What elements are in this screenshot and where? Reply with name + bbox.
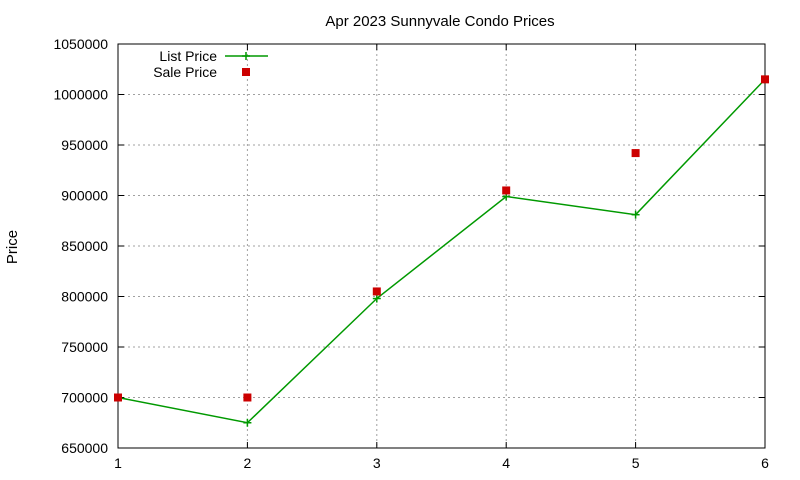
x-tick-label: 5 (632, 455, 640, 471)
list-price-point (372, 294, 381, 303)
y-axis-label: Price (4, 230, 21, 264)
x-tick-label: 1 (114, 455, 122, 471)
tick-marks (117, 43, 766, 449)
y-tick-label: 700000 (61, 390, 108, 406)
y-tick-label: 800000 (61, 289, 108, 305)
legend-marker-list-price (242, 52, 250, 60)
y-tick-label: 1050000 (53, 36, 108, 52)
list-price-point (243, 418, 252, 427)
legend-marker-sale-price (242, 68, 250, 76)
sale-price-point (502, 186, 511, 195)
series-layer (114, 75, 769, 427)
y-tick-label: 650000 (61, 440, 108, 456)
x-tick-label: 6 (761, 455, 769, 471)
x-tick-label: 4 (502, 455, 510, 471)
sale-price-point (372, 287, 381, 296)
y-tick-label: 850000 (61, 238, 108, 254)
sale-price-point (114, 393, 122, 402)
tick-labels: 650000 700000 750000 800000 850000 900000 9500… (53, 36, 769, 471)
sale-price-point (761, 75, 769, 84)
y-tick-label: 1000000 (53, 87, 108, 103)
list-price-point (631, 210, 640, 219)
sale-price-point (243, 393, 252, 402)
list-price-line (117, 78, 766, 424)
x-tick-label: 2 (244, 455, 252, 471)
y-tick-label: 900000 (61, 188, 108, 204)
plot-border (117, 43, 766, 449)
y-tick-label: 950000 (61, 137, 108, 153)
grid (118, 44, 765, 448)
legend-label-list-price: List Price (159, 48, 217, 64)
sale-price-point (631, 149, 640, 158)
y-tick-label: 750000 (61, 339, 108, 355)
x-tick-label: 3 (373, 455, 381, 471)
legend-label-sale-price: Sale Price (153, 64, 217, 80)
chart-title: Apr 2023 Sunnyvale Condo Prices (325, 13, 554, 30)
